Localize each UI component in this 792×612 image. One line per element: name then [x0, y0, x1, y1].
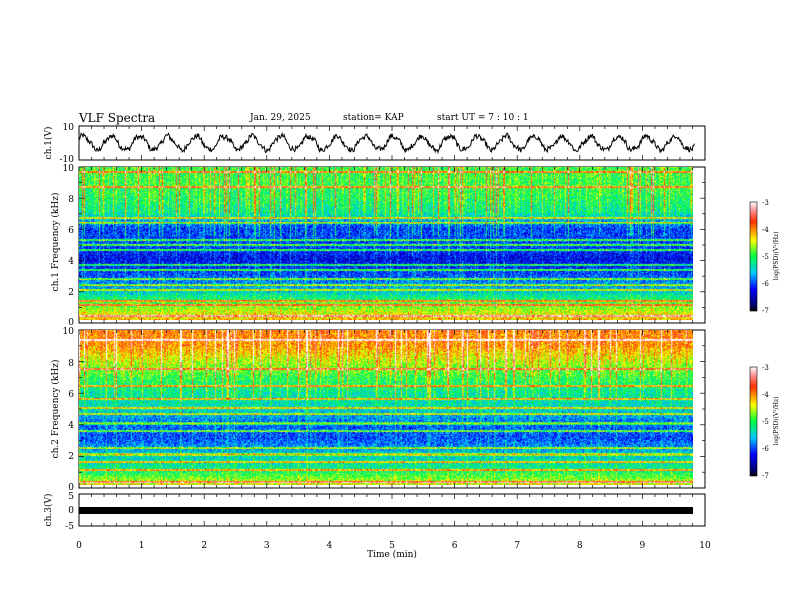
ch2-colorbar-tick-m7: -7	[762, 472, 769, 480]
ch2-ytick-10: 10	[63, 327, 75, 337]
ch1-ytick-bottom: -10	[60, 155, 75, 165]
ch1-colorbar-tick-m4: -4	[762, 226, 769, 234]
ch2-colorbar-tick-m4: -4	[762, 391, 769, 399]
ch3-ytick-m5: -5	[65, 522, 74, 532]
time-tick-label: 7	[514, 541, 520, 551]
time-tick-label: 1	[139, 541, 145, 551]
ch2-ytick-8: 8	[68, 359, 74, 369]
time-tick-label: 6	[452, 541, 458, 551]
start-ut-label: start UT = 7 : 10 : 1	[437, 113, 529, 123]
ch1-colorbar-tick-m5: -5	[762, 253, 769, 261]
time-tick-label: 5	[389, 541, 395, 551]
time-tick-label: 0	[76, 541, 82, 551]
ch1-spectrogram-heatmap	[79, 167, 693, 320]
time-axis-label: Time (min)	[367, 549, 417, 560]
ch2-colorbar-tick-m3: -3	[762, 364, 769, 372]
ch1-waveform-ylabel: ch.1(V)	[43, 127, 54, 160]
ch1-colorbar	[749, 201, 758, 312]
time-tick-label: 10	[699, 541, 711, 551]
ch1-ytick-4: 4	[68, 257, 74, 267]
time-tick-label: 9	[640, 541, 646, 551]
ch2-ytick-2: 2	[68, 452, 74, 462]
station-label: station= KAP	[343, 113, 404, 123]
ch1-spectrogram-ylabel: ch.1 Frequency (kHz)	[50, 193, 61, 292]
ch1-colorbar-tick-m7: -7	[762, 307, 769, 315]
ch2-colorbar-label: log(PSD)(V²/Hz)	[773, 397, 780, 446]
ch3-waveform-trace	[79, 507, 693, 514]
time-tick-label: 3	[264, 541, 270, 551]
ch1-frequency-ticks	[78, 166, 706, 324]
ch2-colorbar	[749, 366, 758, 477]
ch2-spectrogram-ylabel: ch.2 Frequency (kHz)	[50, 360, 61, 459]
ch1-ytick-10: 10	[63, 164, 75, 174]
ch1-ytick-6: 6	[68, 226, 74, 236]
ch1-colorbar-tick-m3: -3	[762, 199, 769, 207]
ch1-waveform-ticks	[78, 126, 706, 160]
ch1-ytick-0: 0	[68, 318, 74, 328]
ch3-ytick-5: 5	[68, 492, 74, 502]
ch1-ytick-8: 8	[68, 195, 74, 205]
ch2-ytick-0: 0	[68, 483, 74, 493]
figure-title: VLF Spectra	[79, 111, 156, 125]
ch2-frequency-ticks	[78, 329, 706, 489]
ch1-spectrogram-panel: 0 2 4 6 8 10 ch.1 Frequency (kHz) -3 -4 …	[50, 164, 780, 328]
time-tick-label: 8	[577, 541, 583, 551]
date-label: Jan. 29, 2025	[250, 113, 311, 123]
time-tick-label: 4	[327, 541, 333, 551]
ch2-colorbar-tick-m6: -6	[762, 445, 769, 453]
ch1-colorbar-tick-m6: -6	[762, 280, 769, 288]
ch1-ytick-top: 10	[63, 123, 75, 133]
ch3-ytick-0: 0	[68, 506, 74, 516]
ch1-colorbar-label: log(PSD)(V²/Hz)	[773, 232, 780, 281]
ch3-waveform-panel: 5 0 -5 ch.3(V)	[43, 492, 706, 532]
ch3-waveform-ylabel: ch.3(V)	[43, 494, 54, 527]
ch2-colorbar-tick-m5: -5	[762, 418, 769, 426]
ch1-waveform-trace	[78, 131, 695, 155]
ch1-waveform-panel: 10 -10 ch.1(V)	[43, 123, 706, 165]
ch3-waveform-ticks	[78, 494, 706, 526]
time-axis: 0 1 2 3 4 5 6 7 8 9 10	[76, 541, 711, 551]
ch2-ytick-4: 4	[68, 421, 74, 431]
ch2-spectrogram-panel: 0 2 4 6 8 10 ch.2 Frequency (kHz) -3 -4 …	[50, 327, 780, 493]
ch2-ytick-6: 6	[68, 390, 74, 400]
ch1-ytick-2: 2	[68, 288, 74, 298]
ch2-spectrogram-heatmap	[79, 330, 693, 485]
time-tick-label: 2	[201, 541, 207, 551]
